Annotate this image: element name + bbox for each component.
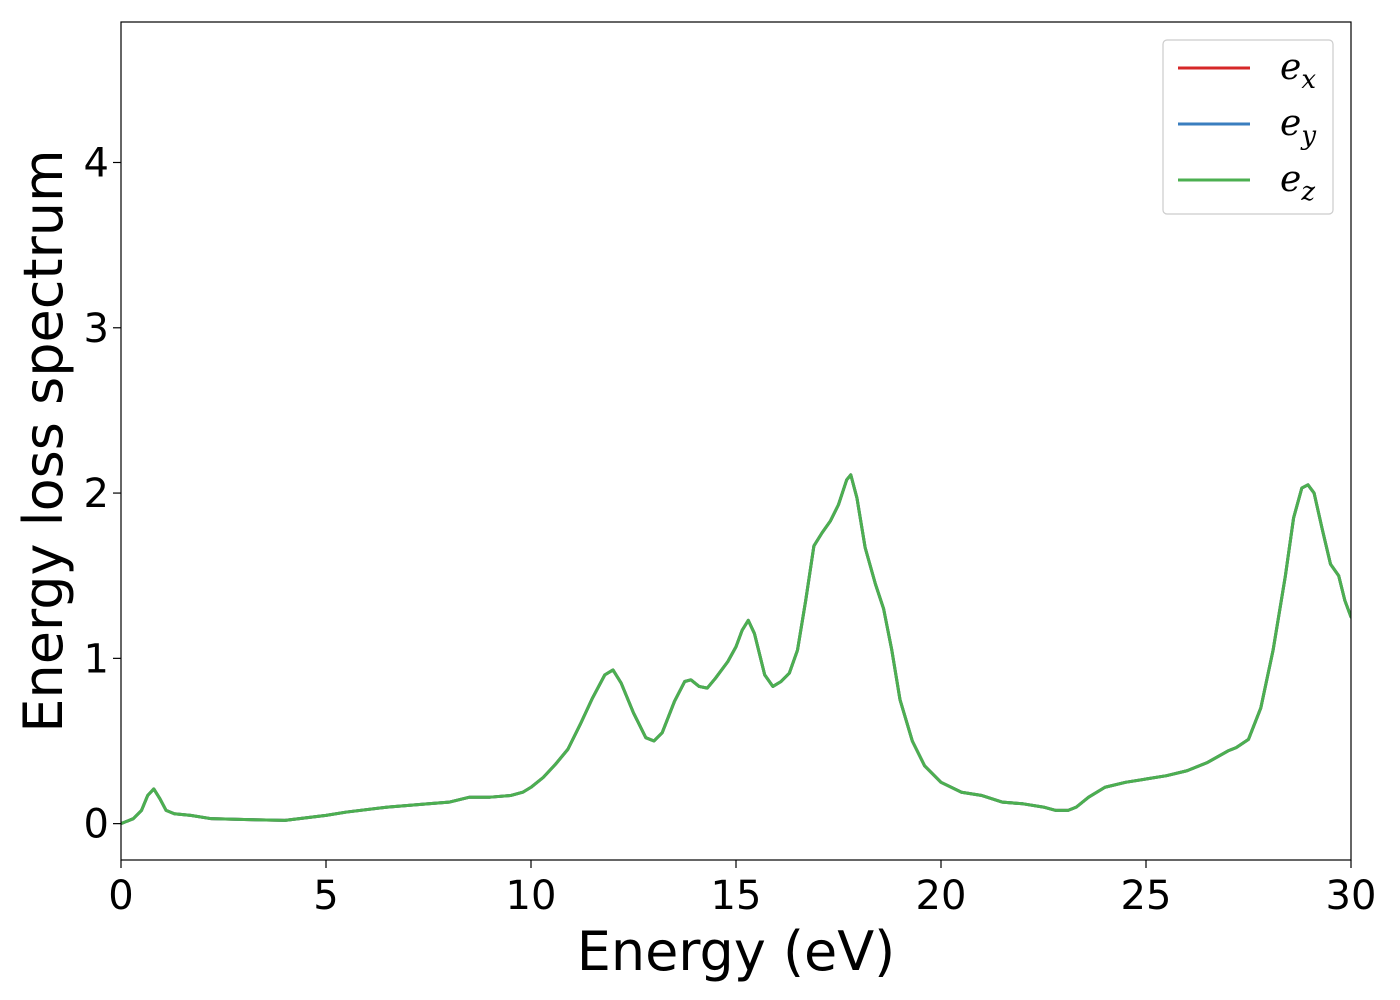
series-line-e-z — [121, 473, 1351, 826]
x-tick-label: 25 — [1121, 873, 1172, 919]
legend-box — [1162, 39, 1334, 215]
y-tick-label: 2 — [84, 471, 109, 517]
y-axis-label: Energy loss spectrum — [12, 149, 75, 732]
x-tick-label: 20 — [916, 873, 967, 919]
y-tick-label: 1 — [84, 636, 109, 682]
y-tick-label: 3 — [84, 306, 109, 352]
x-axis-label: Energy (eV) — [577, 920, 896, 983]
x-tick-label: 15 — [711, 873, 762, 919]
x-axis: 0 5 10 15 20 25 30 — [108, 860, 1376, 919]
x-tick-label: 0 — [108, 873, 133, 919]
x-tick-label: 30 — [1326, 873, 1377, 919]
x-tick-label: 5 — [313, 873, 338, 919]
x-tick-label: 10 — [506, 873, 557, 919]
y-tick-label: 0 — [84, 802, 109, 848]
y-axis: 0 1 2 3 4 — [84, 140, 121, 848]
series-layer — [121, 473, 1351, 826]
y-tick-label: 4 — [84, 140, 109, 186]
